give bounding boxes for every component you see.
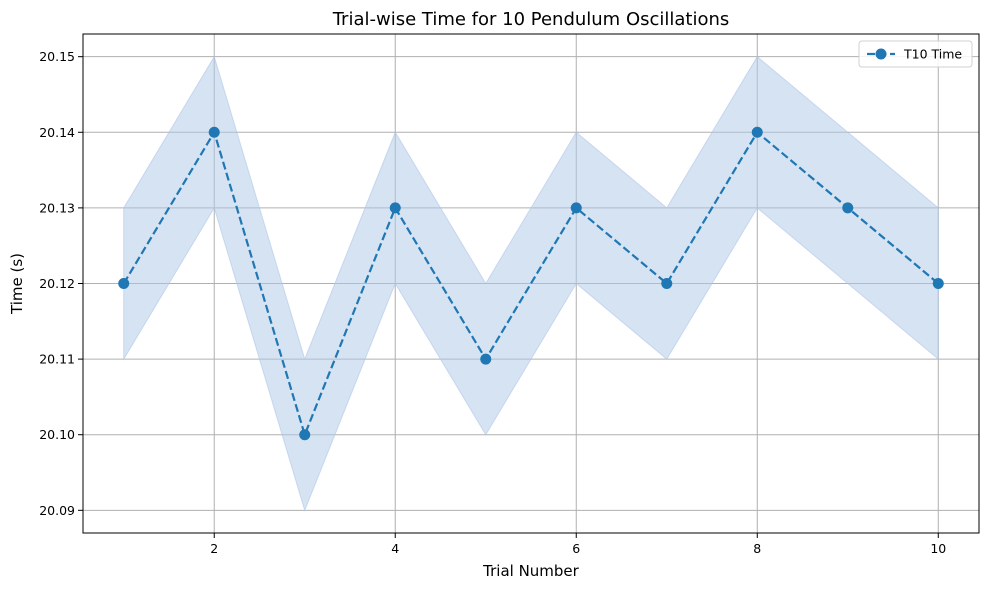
data-point-3: [299, 429, 311, 441]
x-tick-label-4: 4: [391, 541, 399, 556]
series-polyline: [122, 129, 939, 439]
data-point-9: [842, 202, 854, 214]
data-point-6: [570, 202, 582, 214]
y-tick-label-5: 20.14: [39, 125, 75, 140]
x-axis-ticks: 2 4 6 8 10: [210, 533, 946, 556]
data-point-2: [208, 126, 220, 138]
y-tick-label-3: 20.12: [39, 276, 75, 291]
data-point-7: [661, 278, 673, 289]
y-axis-ticks: 20.09 20.10 20.11 20.12 20.13 20.14 20.15: [39, 49, 83, 518]
y-axis-label: Time (s): [8, 253, 26, 315]
y-tick-label-6: 20.15: [39, 49, 75, 64]
legend-marker: [875, 48, 887, 60]
legend-box: [858, 40, 973, 68]
data-point-10: [932, 278, 944, 289]
x-tick-label-2: 2: [210, 541, 218, 556]
y-tick-label-2: 20.11: [39, 352, 75, 367]
data-markers: [118, 126, 944, 441]
x-tick-label-10: 10: [930, 541, 946, 556]
legend: T10 Time: [858, 40, 973, 68]
chart-title: Trial-wise Time for 10 Pendulum Oscillat…: [332, 9, 730, 30]
data-point-4: [389, 202, 401, 214]
series-line: [122, 129, 939, 439]
y-tick-label-4: 20.13: [39, 200, 75, 215]
legend-entry-t10-time: T10 Time: [903, 47, 962, 62]
y-tick-label-1: 20.10: [39, 427, 75, 442]
x-tick-label-8: 8: [753, 541, 761, 556]
data-point-5: [480, 353, 492, 365]
x-axis-label: Trial Number: [482, 562, 580, 580]
y-tick-label-0: 20.09: [39, 503, 75, 518]
x-tick-label-6: 6: [572, 541, 580, 556]
data-point-8: [751, 126, 763, 138]
data-point-1: [118, 278, 130, 289]
